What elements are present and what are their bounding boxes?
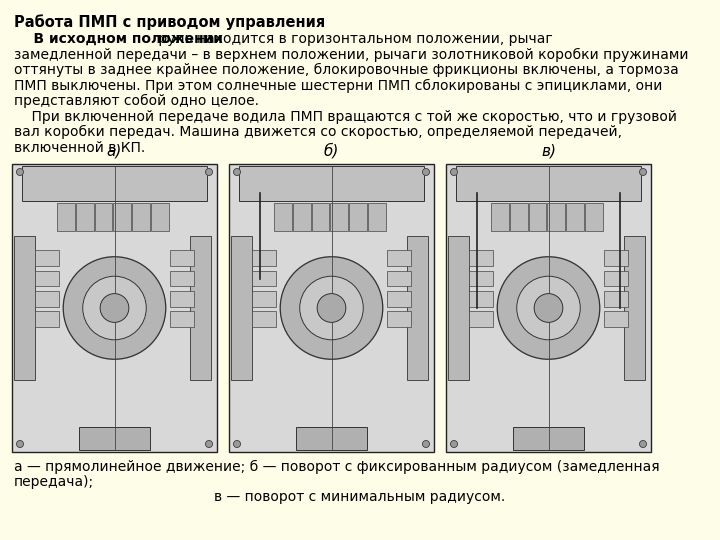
Bar (170, 251, 194, 266)
Bar (251, 311, 276, 327)
Text: включенной в КП.: включенной в КП. (14, 140, 145, 154)
Bar (190, 236, 211, 380)
Bar (35, 311, 59, 327)
Bar (170, 291, 194, 307)
Bar (251, 291, 276, 307)
Circle shape (100, 294, 129, 322)
Circle shape (83, 276, 146, 340)
Text: в): в) (541, 144, 556, 159)
Circle shape (498, 256, 600, 359)
Bar (22, 166, 207, 200)
Circle shape (423, 168, 430, 176)
Circle shape (317, 294, 346, 322)
Text: а — прямолинейное движение; б — поворот с фиксированным радиусом (замедленная: а — прямолинейное движение; б — поворот … (14, 460, 660, 474)
Bar (604, 291, 629, 307)
Text: При включенной передаче водила ПМП вращаются с той же скоростью, что и грузовой: При включенной передаче водила ПМП враща… (14, 110, 677, 124)
Bar (513, 427, 585, 450)
Bar (604, 251, 629, 266)
Bar (170, 311, 194, 327)
Bar (446, 164, 651, 452)
Text: оттянуты в заднее крайнее положение, блокировочные фрикционы включены, а тормоза: оттянуты в заднее крайнее положение, бло… (14, 63, 679, 77)
Circle shape (300, 276, 364, 340)
Bar (312, 202, 330, 231)
Text: передача);: передача); (14, 475, 94, 489)
Bar (170, 271, 194, 286)
Bar (408, 236, 428, 380)
Bar (491, 202, 509, 231)
Bar (231, 236, 251, 380)
Bar (349, 202, 367, 231)
Circle shape (423, 441, 430, 448)
Text: Работа ПМП с приводом управления: Работа ПМП с приводом управления (14, 14, 325, 30)
Bar (469, 291, 493, 307)
Circle shape (451, 168, 457, 176)
Bar (35, 271, 59, 286)
Circle shape (233, 168, 240, 176)
Bar (95, 202, 112, 231)
Text: представляют собой одно целое.: представляют собой одно целое. (14, 94, 259, 108)
Bar (510, 202, 528, 231)
Bar (251, 251, 276, 266)
Bar (35, 251, 59, 266)
Circle shape (17, 168, 24, 176)
Circle shape (280, 256, 383, 359)
Text: руль находится в горизонтальном положении, рычаг: руль находится в горизонтальном положени… (153, 32, 552, 46)
Circle shape (534, 294, 563, 322)
Bar (469, 311, 493, 327)
Text: В исходном положении: В исходном положении (14, 32, 223, 46)
Bar (76, 202, 94, 231)
Bar (14, 236, 35, 380)
Circle shape (17, 441, 24, 448)
Circle shape (639, 441, 647, 448)
Bar (114, 202, 131, 231)
Bar (566, 202, 584, 231)
Bar (469, 271, 493, 286)
Circle shape (451, 441, 457, 448)
Bar (469, 251, 493, 266)
Text: вал коробки передач. Машина движется со скоростью, определяемой передачей,: вал коробки передач. Машина движется со … (14, 125, 622, 139)
Bar (448, 236, 469, 380)
Bar (132, 202, 150, 231)
Circle shape (517, 276, 580, 340)
Bar (151, 202, 169, 231)
Bar (585, 202, 603, 231)
Bar (456, 166, 641, 200)
Text: б): б) (324, 143, 339, 159)
Bar (547, 202, 565, 231)
Bar (251, 271, 276, 286)
Text: замедленной передачи – в верхнем положении, рычаги золотниковой коробки пружинам: замедленной передачи – в верхнем положен… (14, 48, 688, 62)
Bar (624, 236, 645, 380)
Circle shape (205, 441, 212, 448)
Bar (274, 202, 292, 231)
Bar (387, 291, 411, 307)
Bar (57, 202, 75, 231)
Text: ПМП выключены. При этом солнечные шестерни ПМП сблокированы с эпициклами, они: ПМП выключены. При этом солнечные шестер… (14, 78, 662, 92)
Bar (330, 202, 348, 231)
Bar (387, 311, 411, 327)
Bar (296, 427, 367, 450)
Bar (528, 202, 546, 231)
Bar (78, 427, 150, 450)
Bar (35, 291, 59, 307)
Bar (387, 271, 411, 286)
Bar (604, 311, 629, 327)
Bar (239, 166, 424, 200)
Circle shape (205, 168, 212, 176)
Circle shape (639, 168, 647, 176)
Bar (604, 271, 629, 286)
Text: а): а) (107, 144, 122, 159)
Bar (293, 202, 311, 231)
Bar (368, 202, 386, 231)
Circle shape (63, 256, 166, 359)
Text: в — поворот с минимальным радиусом.: в — поворот с минимальным радиусом. (215, 490, 505, 504)
Circle shape (233, 441, 240, 448)
Bar (229, 164, 434, 452)
Bar (387, 251, 411, 266)
Bar (12, 164, 217, 452)
